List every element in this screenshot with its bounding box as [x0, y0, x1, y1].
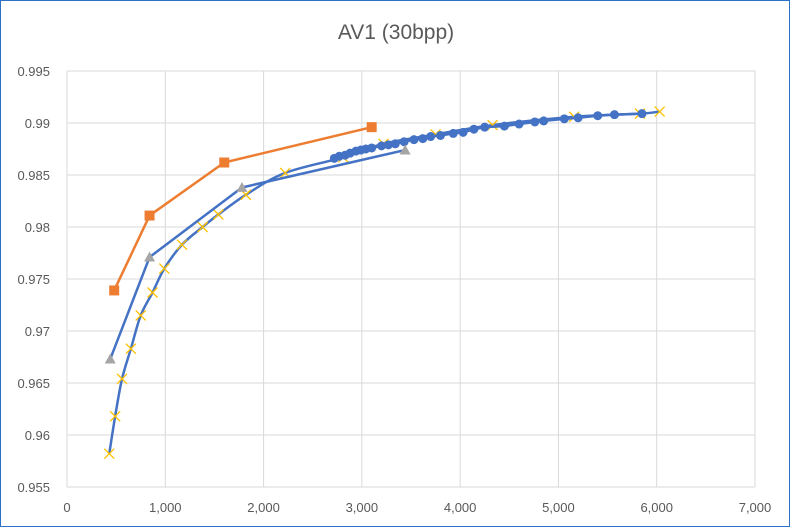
- data-point-x-marker: [147, 287, 158, 298]
- data-point-circle: [530, 117, 540, 127]
- x-tick-label: 3,000: [346, 500, 379, 515]
- data-point-circle: [458, 127, 468, 137]
- series-3: [104, 144, 411, 364]
- data-point-triangle: [104, 353, 116, 364]
- x-tick-label: 2,000: [247, 500, 280, 515]
- series-1-line: [108, 110, 660, 454]
- x-tick-label: 0: [63, 500, 70, 515]
- data-point-circle: [448, 128, 458, 138]
- y-tick-label: 0.98: [25, 220, 50, 235]
- x-tick-label: 6,000: [640, 500, 673, 515]
- data-point-circle: [399, 137, 409, 147]
- data-point-circle: [559, 114, 569, 124]
- chart-title: AV1 (30bpp): [338, 21, 454, 44]
- data-point-circle: [383, 140, 393, 150]
- x-tick-label: 1,000: [149, 500, 182, 515]
- y-tick-label: 0.965: [17, 376, 50, 391]
- grid-layer: [66, 70, 756, 488]
- data-point-circle: [480, 122, 490, 132]
- data-point-triangle: [236, 181, 248, 192]
- y-tick-label: 0.975: [17, 272, 50, 287]
- data-point-x-marker: [125, 343, 137, 355]
- data-point-circle: [539, 116, 549, 126]
- data-point-triangle: [144, 251, 156, 262]
- data-point-x-marker: [176, 239, 188, 251]
- series-4-line: [113, 125, 372, 291]
- data-point-circle: [637, 109, 647, 119]
- data-point-x-marker: [487, 119, 499, 131]
- data-point-circle: [377, 141, 387, 151]
- data-point-circle: [609, 110, 619, 120]
- data-point-triangle: [399, 144, 411, 155]
- x-tick-label: 7,000: [739, 500, 772, 515]
- data-point-x-marker: [116, 373, 128, 385]
- data-point-circle: [390, 139, 400, 149]
- data-point-circle: [435, 130, 445, 140]
- data-point-x-marker: [197, 221, 209, 233]
- data-point-circle: [469, 124, 479, 134]
- x-tick-label: 4,000: [444, 500, 477, 515]
- data-point-circle: [409, 135, 419, 145]
- data-point-square: [144, 210, 155, 221]
- data-point-x-marker: [158, 263, 170, 275]
- data-point-x-marker: [212, 209, 224, 220]
- x-tick-label: 5,000: [542, 500, 575, 515]
- data-point-circle: [593, 111, 603, 121]
- data-point-x-marker: [109, 410, 121, 422]
- label-layer: 0 1,000 2,000 3,000 4,000 5,000 6,000 7,000 0.95…: [17, 64, 771, 515]
- y-tick-label: 0.995: [17, 64, 50, 79]
- data-point-x-marker: [103, 448, 115, 460]
- data-point-circle: [367, 143, 377, 153]
- data-point-circle: [573, 113, 583, 123]
- series-1: [103, 106, 666, 460]
- series-2: [329, 109, 647, 163]
- y-tick-label: 0.97: [25, 324, 50, 339]
- data-point-square: [366, 122, 377, 133]
- data-point-circle: [426, 132, 436, 142]
- series-3-line: [109, 148, 406, 360]
- data-point-circle: [514, 119, 524, 129]
- data-point-circle: [499, 121, 509, 131]
- data-point-circle: [418, 134, 428, 144]
- series-layer: [103, 106, 666, 460]
- y-tick-label: 0.955: [17, 480, 50, 495]
- data-point-square: [219, 157, 230, 168]
- data-point-x-marker: [135, 309, 147, 321]
- y-tick-label: 0.96: [25, 428, 50, 443]
- data-point-square: [109, 285, 120, 296]
- y-tick-label: 0.985: [17, 168, 50, 183]
- series-4: [109, 122, 377, 296]
- data-point-x-marker: [654, 106, 666, 118]
- y-tick-label: 0.99: [25, 116, 50, 131]
